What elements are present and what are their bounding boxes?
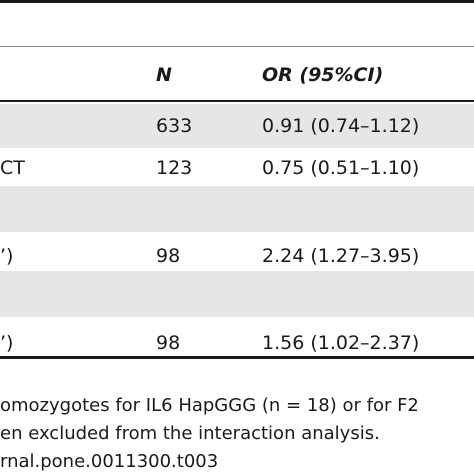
row6-label: ’) xyxy=(0,332,14,354)
title-separator-rule xyxy=(0,46,474,47)
header-bottom-rule xyxy=(0,100,474,102)
row2-or: 0.75 (0.51–1.10) xyxy=(262,157,420,179)
row4-n: 98 xyxy=(156,245,181,267)
footnote-doi-line: rnal.pone.0011300.t003 xyxy=(0,451,219,472)
row6-or: 1.56 (1.02–2.37) xyxy=(262,332,420,354)
header-or-ci: OR (95%CI) xyxy=(262,64,384,86)
row2-label: CT xyxy=(0,157,25,179)
row2-n: 123 xyxy=(156,157,193,179)
footnote-line-2: en excluded from the interaction analysi… xyxy=(0,423,380,444)
row1-or: 0.91 (0.74–1.12) xyxy=(262,115,420,137)
row-band-5 xyxy=(0,271,474,317)
table-bottom-rule xyxy=(0,356,474,359)
row-band-3 xyxy=(0,186,474,232)
header-n: N xyxy=(156,64,172,86)
row6-n: 98 xyxy=(156,332,181,354)
footnote-line-1: omozygotes for IL6 HapGGG (n = 18) or fo… xyxy=(0,395,419,416)
row4-or: 2.24 (1.27–3.95) xyxy=(262,245,420,267)
row-band-1 xyxy=(0,104,474,148)
row1-n: 633 xyxy=(156,115,193,137)
table-top-rule xyxy=(0,0,474,3)
row4-label: ’) xyxy=(0,245,14,267)
